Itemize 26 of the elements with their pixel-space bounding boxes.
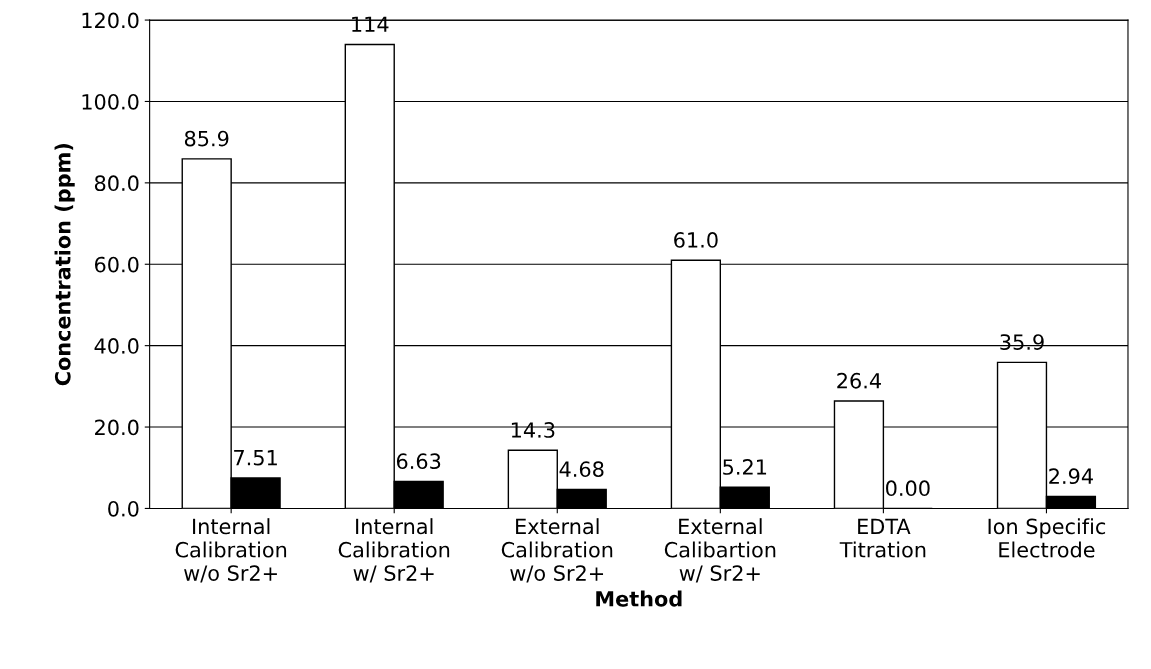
y-tick-label: 40.0 (94, 338, 139, 354)
y-axis-title: Concentration (ppm) (54, 143, 75, 386)
data-label: 14.3 (511, 422, 555, 438)
y-tick-label: 20.0 (95, 419, 139, 436)
data-label: 6.63 (396, 453, 441, 470)
data-label: 85.9 (184, 130, 229, 147)
y-tick-label: 0.0 (108, 500, 139, 517)
x-tick-label: External Calibration w/o Sr2+ (501, 518, 613, 583)
data-label: 26.4 (837, 372, 881, 389)
x-axis-title: Method (596, 590, 682, 607)
x-tick-label: External Calibartion w/ Sr2+ (664, 518, 776, 583)
data-label: 2.94 (1049, 468, 1093, 485)
data-label: 4.68 (559, 461, 604, 478)
y-tick-label: 60.0 (94, 256, 139, 273)
y-tick-label: 100.0 (82, 93, 139, 110)
data-label: 7.51 (234, 450, 277, 466)
x-tick-label: Internal Calibration w/o Sr2+ (175, 518, 287, 583)
data-label: 0.00 (886, 480, 930, 497)
data-label: 61.0 (674, 232, 718, 248)
x-tick-label: EDTA Titration (839, 518, 926, 558)
y-tick-label: 80.0 (94, 175, 139, 192)
data-label: 114 (352, 16, 389, 32)
data-label: 5.21 (723, 459, 767, 475)
y-tick-label: 120.0 (82, 12, 139, 29)
x-tick-label: Ion Specific Electrode (988, 518, 1106, 558)
x-tick-label: Internal Calibration w/ Sr2+ (338, 518, 450, 583)
